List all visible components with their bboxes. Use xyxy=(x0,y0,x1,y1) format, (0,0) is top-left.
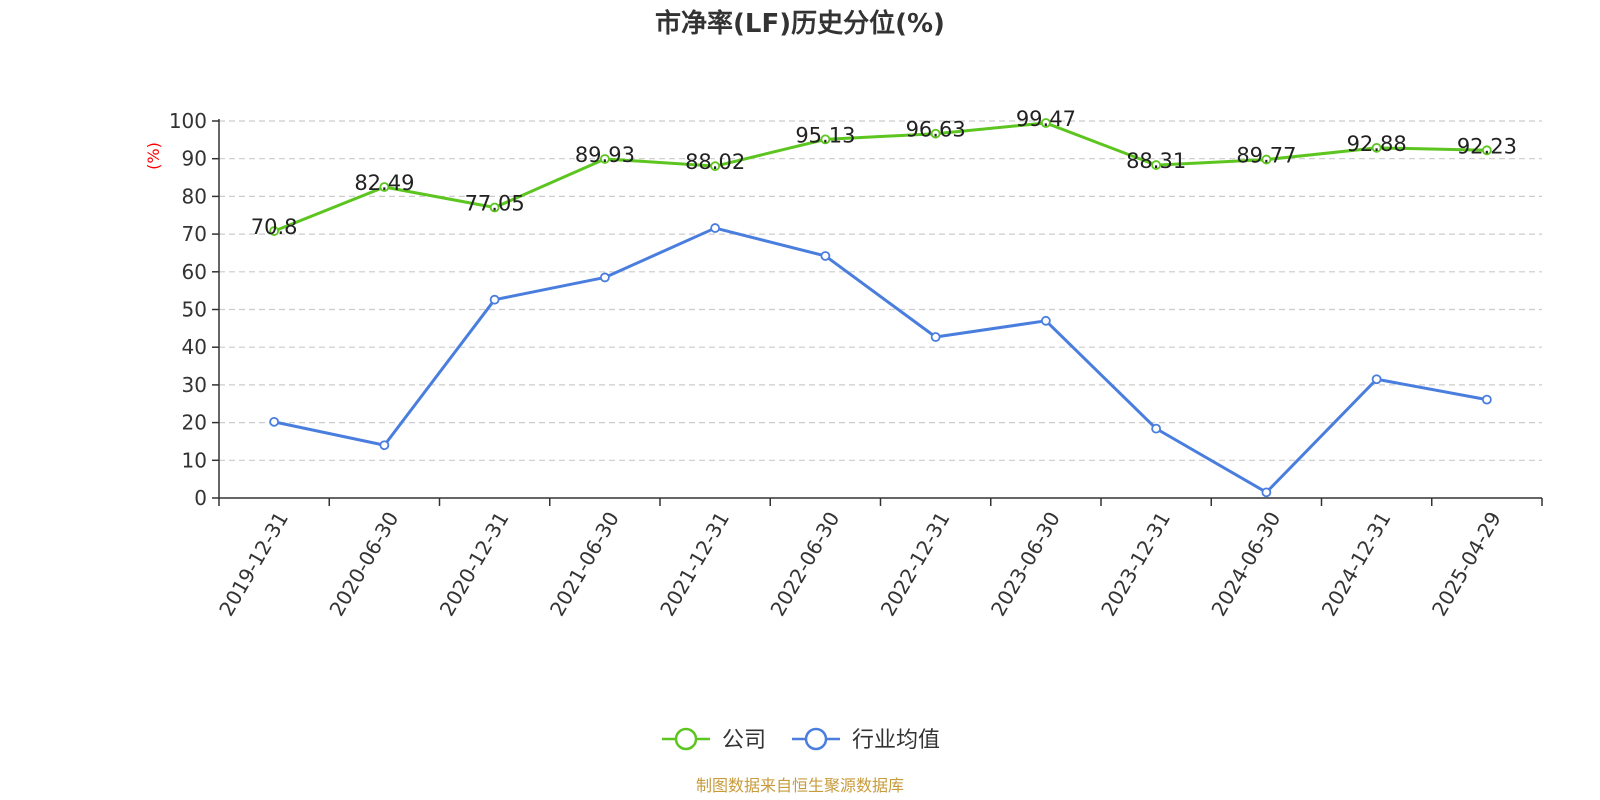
legend-label: 公司 xyxy=(722,728,766,753)
data-point xyxy=(599,272,610,283)
series-line xyxy=(273,121,1487,233)
y-tick-label: 20 xyxy=(182,411,207,435)
y-tick-label: 60 xyxy=(182,260,207,284)
data-point xyxy=(820,251,831,261)
series-layer xyxy=(269,118,1492,498)
y-tick-label: 70 xyxy=(182,222,207,246)
chart-title: 市净率(LF)历史分位(%) xyxy=(655,8,945,39)
legend-marker xyxy=(804,727,828,751)
data-label: 96.63 xyxy=(906,118,966,142)
data-point xyxy=(710,223,721,233)
legend-item[interactable]: 公司 xyxy=(662,727,766,753)
y-tick-label: 90 xyxy=(182,147,207,171)
grid xyxy=(219,120,1542,461)
series-line xyxy=(273,226,1488,494)
data-point xyxy=(599,154,610,164)
x-tick-label: 2020-12-31 xyxy=(435,508,514,621)
data-labels: 70.8 82.49 77.05 89.93 88.02 95.13 96.63 99.47 8… xyxy=(251,107,1517,239)
data-label: 88.31 xyxy=(1126,149,1186,173)
y-tick-label: 30 xyxy=(182,373,207,397)
data-label: 89.77 xyxy=(1236,144,1296,168)
x-tick-label: 2022-12-31 xyxy=(876,508,955,621)
data-point xyxy=(1151,423,1162,434)
data-point xyxy=(1151,160,1162,170)
data-point xyxy=(930,128,941,139)
y-tick-label: 40 xyxy=(182,335,207,359)
data-point xyxy=(1481,145,1492,156)
data-point xyxy=(1261,487,1272,498)
data-point xyxy=(489,202,500,213)
source-note: 制图数据来自恒生聚源数据库 xyxy=(696,776,904,795)
data-point xyxy=(379,440,390,451)
x-tick-label: 2024-06-30 xyxy=(1206,508,1285,621)
data-label: 89.93 xyxy=(575,143,635,167)
y-tick-label: 10 xyxy=(182,448,207,472)
data-label: 95.13 xyxy=(795,123,855,147)
legend-item[interactable]: 行业均值 xyxy=(792,727,940,753)
legend-label: 行业均值 xyxy=(852,728,940,753)
data-point xyxy=(1481,394,1492,405)
x-tick-label: 2021-06-30 xyxy=(545,508,624,621)
y-tick-label: 100 xyxy=(169,109,207,133)
data-point xyxy=(710,161,721,172)
data-point xyxy=(379,182,390,192)
data-point xyxy=(1371,374,1382,385)
data-point xyxy=(489,294,500,305)
data-point xyxy=(269,226,280,236)
x-tick-label: 2024-12-31 xyxy=(1317,508,1396,621)
x-tick-label: 2022-06-30 xyxy=(765,508,844,621)
y-tick-label: 0 xyxy=(194,486,207,510)
legend-marker xyxy=(674,727,698,751)
data-point xyxy=(820,134,831,145)
data-label: 82.49 xyxy=(354,171,414,195)
y-axis-label: (%) xyxy=(144,142,163,170)
data-point xyxy=(1371,142,1382,153)
data-point xyxy=(930,332,941,342)
x-tick-label: 2023-12-31 xyxy=(1096,508,1175,621)
data-point xyxy=(1261,154,1272,165)
x-tick-label: 2020-06-30 xyxy=(324,508,403,621)
x-tick-label: 2025-04-29 xyxy=(1427,508,1506,621)
data-point xyxy=(1040,118,1051,128)
data-label: 92.88 xyxy=(1347,132,1407,156)
data-point xyxy=(269,416,280,427)
x-tick-label: 2023-06-30 xyxy=(986,508,1065,621)
data-point xyxy=(1040,315,1051,326)
data-label: 92.23 xyxy=(1457,134,1517,158)
x-tick-label: 2019-12-31 xyxy=(214,508,293,621)
legend[interactable]: 公司 行业均值 xyxy=(662,727,940,753)
data-label: 70.8 xyxy=(251,215,298,239)
y-tick-label: 80 xyxy=(182,184,207,208)
y-tick-label: 50 xyxy=(182,298,207,322)
x-tick-label: 2021-12-31 xyxy=(655,508,734,621)
data-label: 99.47 xyxy=(1016,107,1076,131)
data-label: 88.02 xyxy=(685,150,745,174)
data-label: 77.05 xyxy=(465,192,525,216)
